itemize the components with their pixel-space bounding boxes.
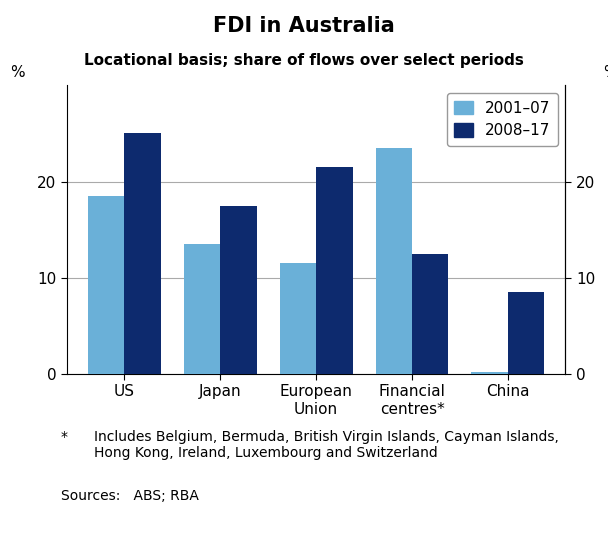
Text: Includes Belgium, Bermuda, British Virgin Islands, Cayman Islands,
Hong Kong, Ir: Includes Belgium, Bermuda, British Virgi… — [94, 430, 559, 460]
Text: *: * — [61, 430, 68, 444]
Bar — [280, 263, 316, 374]
Bar — [220, 206, 257, 374]
Bar — [184, 244, 220, 374]
Bar — [88, 196, 125, 374]
Bar — [471, 372, 508, 374]
Bar — [316, 167, 353, 374]
Text: Sources:   ABS; RBA: Sources: ABS; RBA — [61, 489, 199, 502]
Text: FDI in Australia: FDI in Australia — [213, 16, 395, 36]
Bar — [508, 292, 544, 374]
Bar — [412, 254, 449, 374]
Text: Locational basis; share of flows over select periods: Locational basis; share of flows over se… — [84, 53, 524, 68]
Legend: 2001–07, 2008–17: 2001–07, 2008–17 — [447, 93, 558, 146]
Bar — [376, 148, 412, 374]
Text: %: % — [10, 65, 24, 80]
Text: %: % — [603, 65, 608, 80]
Bar — [125, 134, 161, 374]
